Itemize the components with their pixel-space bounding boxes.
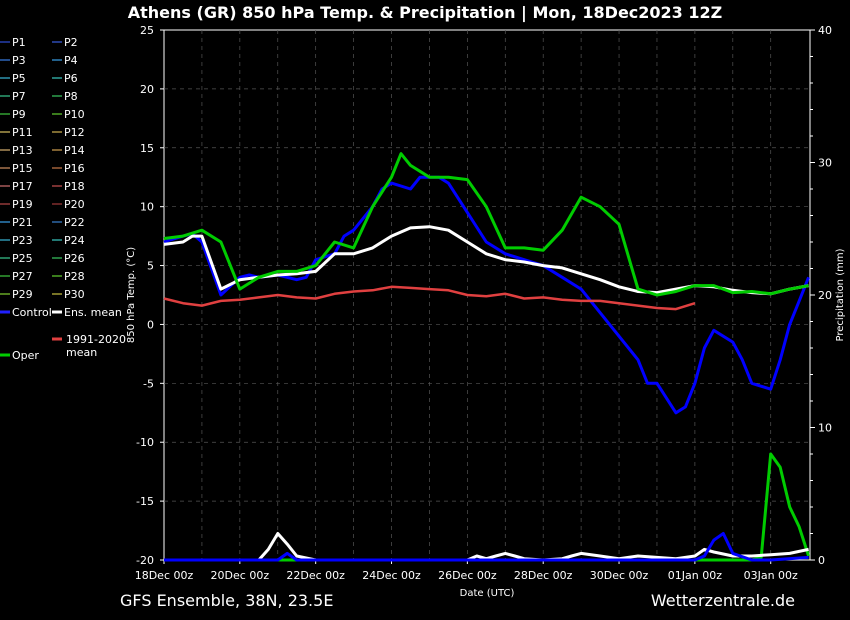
x-tick-label: 30Dec 00z xyxy=(590,569,649,582)
legend-label-p19: P19 xyxy=(12,198,33,211)
legend-label-p14: P14 xyxy=(64,144,85,157)
x-tick-label: 28Dec 00z xyxy=(514,569,573,582)
legend: P1 P2 P3 P4 P5 P6 P7 P8 P9 P10 P11 P12 P13 P14 P15 P16 P… xyxy=(0,36,126,362)
x-tick-label: 26Dec 00z xyxy=(438,569,497,582)
x-tick-label: 18Dec 00z xyxy=(135,569,194,582)
x-tick-label: 03Jan 00z xyxy=(744,569,798,582)
chart-title: Athens (GR) 850 hPa Temp. & Precipitatio… xyxy=(128,3,723,23)
footer-left: GFS Ensemble, 38N, 23.5E xyxy=(120,591,333,610)
legend-label-p24: P24 xyxy=(64,234,85,247)
legend-label-p21: P21 xyxy=(12,216,33,229)
footer-right: Wetterzentrale.de xyxy=(651,591,795,610)
legend-label-p15: P15 xyxy=(12,162,33,175)
legend-label-p7: P7 xyxy=(12,90,26,103)
legend-label-1991-2020-mean: 1991-2020 mean xyxy=(66,333,126,359)
legend-label-p1: P1 xyxy=(12,36,26,49)
y2-tick-label: 10 xyxy=(818,422,832,435)
y2-tick-label: 40 xyxy=(818,24,832,37)
series-line-ens-mean-precipitation xyxy=(164,532,809,562)
x-tick-label: 01Jan 00z xyxy=(668,569,722,582)
legend-label-p20: P20 xyxy=(64,198,85,211)
legend-label-p22: P22 xyxy=(64,216,85,229)
y-tick-label: 25 xyxy=(140,24,154,37)
y2-axis-label: Precipitation (mm) xyxy=(835,248,846,341)
legend-label-p27: P27 xyxy=(12,270,33,283)
legend-label-p13: P13 xyxy=(12,144,33,157)
legend-label-ens-mean: Ens. mean xyxy=(64,306,122,319)
x-tick-label: 24Dec 00z xyxy=(362,569,421,582)
legend-label-p16: P16 xyxy=(64,162,85,175)
y-tick-label: 0 xyxy=(147,318,154,331)
legend-label-p25: P25 xyxy=(12,252,33,265)
legend-label-p8: P8 xyxy=(64,90,78,103)
series-line-oper xyxy=(163,152,809,297)
legend-label-p10: P10 xyxy=(64,108,85,121)
legend-label-p28: P28 xyxy=(64,270,85,283)
legend-label-p30: P30 xyxy=(64,288,85,301)
y2-tick-label: 0 xyxy=(818,554,825,567)
y-tick-label: 15 xyxy=(140,142,154,155)
y2-tick-label: 30 xyxy=(818,157,832,170)
series-line-control-precipitation xyxy=(164,532,809,562)
series-line-1991-2020-mean xyxy=(163,285,696,311)
series-line-ens-mean xyxy=(163,225,809,296)
y-tick-label: -10 xyxy=(136,436,154,449)
x-tick-label: 20Dec 00z xyxy=(211,569,270,582)
legend-label-p3: P3 xyxy=(12,54,26,67)
y-tick-label: -15 xyxy=(136,495,154,508)
x-axis-label: Date (UTC) xyxy=(460,588,515,599)
legend-label-p5: P5 xyxy=(12,72,26,85)
y-axis-label: 850 hPa Temp. (°C) xyxy=(126,247,137,343)
series-group xyxy=(163,152,811,562)
legend-label-p4: P4 xyxy=(64,54,78,67)
legend-label-p2: P2 xyxy=(64,36,78,49)
legend-label-p18: P18 xyxy=(64,180,85,193)
legend-label-p26: P26 xyxy=(64,252,85,265)
legend-label-p29: P29 xyxy=(12,288,33,301)
legend-label-p9: P9 xyxy=(12,108,26,121)
legend-label-oper: Oper xyxy=(12,349,39,362)
y-tick-label: -5 xyxy=(143,377,154,390)
y-tick-label: -20 xyxy=(136,554,154,567)
legend-label-control: Control xyxy=(12,306,52,319)
legend-label-p23: P23 xyxy=(12,234,33,247)
y-tick-label: 20 xyxy=(140,83,154,96)
y2-tick-label: 20 xyxy=(818,289,832,302)
legend-label-p17: P17 xyxy=(12,180,33,193)
legend-label-p6: P6 xyxy=(64,72,78,85)
legend-label-p12: P12 xyxy=(64,126,85,139)
legend-label-p11: P11 xyxy=(12,126,33,139)
y-tick-label: 10 xyxy=(140,201,154,214)
x-tick-label: 22Dec 00z xyxy=(286,569,345,582)
y-tick-label: 5 xyxy=(147,260,154,273)
